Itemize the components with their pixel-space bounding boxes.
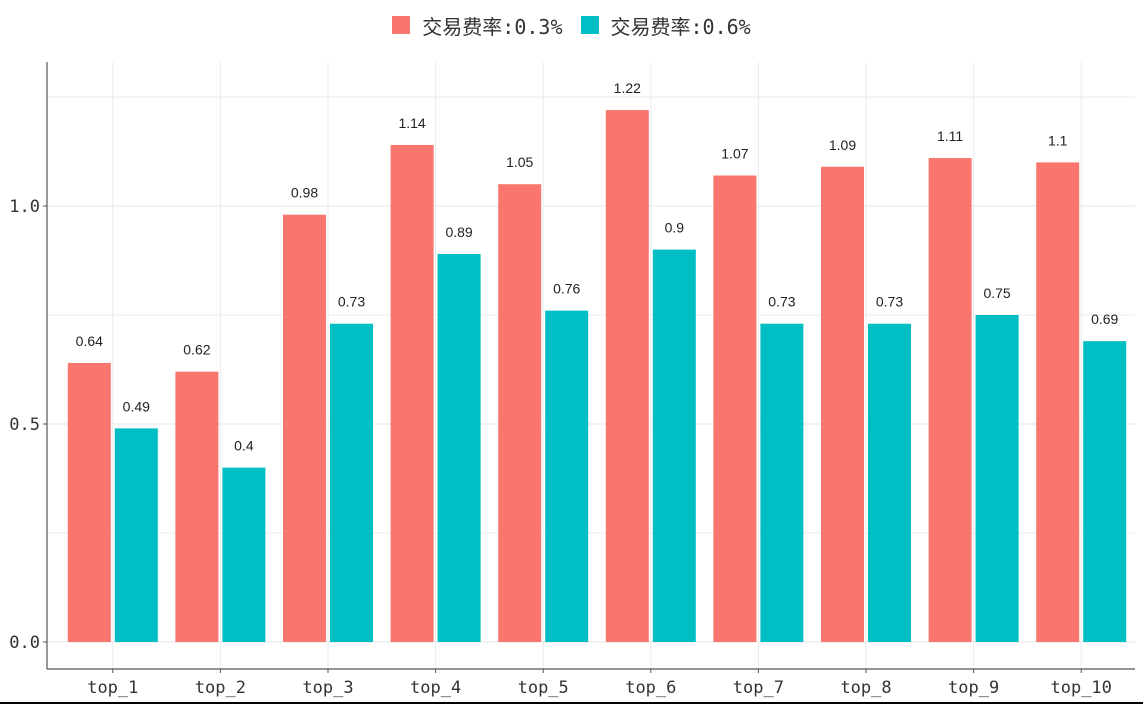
data-label-top_3-series-1: 0.98 xyxy=(291,185,318,201)
bar-top_6-series-1 xyxy=(605,110,649,642)
data-label-top_10-series-1: 1.1 xyxy=(1048,132,1068,148)
data-label-top_2-series-1: 0.62 xyxy=(183,342,210,358)
legend: 交易费率:0.3% 交易费率:0.6% xyxy=(0,8,1143,42)
data-label-top_4-series-1: 1.14 xyxy=(398,115,425,131)
x-tick-label-top_4: top_4 xyxy=(410,678,461,698)
x-tick-label-top_10: top_10 xyxy=(1050,678,1111,698)
data-label-top_8-series-2: 0.73 xyxy=(876,294,903,310)
data-label-top_6-series-1: 1.22 xyxy=(614,80,641,96)
x-tick-label-top_1: top_1 xyxy=(87,678,138,698)
data-label-top_6-series-2: 0.9 xyxy=(665,220,685,236)
bar-top_9-series-1 xyxy=(928,158,972,643)
data-label-top_1-series-2: 0.49 xyxy=(123,398,150,414)
legend-item-series-1: 交易费率:0.3% xyxy=(392,11,563,40)
x-tick-label-top_5: top_5 xyxy=(518,678,569,698)
bar-top_8-series-2 xyxy=(868,323,911,642)
y-tick-label: 0.0 xyxy=(9,633,40,653)
x-tick-label-top_9: top_9 xyxy=(948,678,999,698)
data-label-top_7-series-1: 1.07 xyxy=(721,145,748,161)
bar-top_1-series-1 xyxy=(67,362,111,642)
y-tick-label: 1.0 xyxy=(9,197,40,217)
data-label-top_9-series-1: 1.11 xyxy=(937,128,963,144)
x-tick-label-top_3: top_3 xyxy=(302,678,353,698)
bar-top_9-series-2 xyxy=(975,315,1019,642)
data-label-top_3-series-2: 0.73 xyxy=(338,294,365,310)
bar-top_7-series-1 xyxy=(713,175,757,643)
bar-top_3-series-1 xyxy=(283,214,326,642)
x-tick-label-top_6: top_6 xyxy=(625,678,676,698)
data-label-top_4-series-2: 0.89 xyxy=(445,224,472,240)
x-tick-label-top_2: top_2 xyxy=(195,678,246,698)
legend-label-series-2: 交易费率:0.6% xyxy=(610,14,751,39)
y-tick-label: 0.5 xyxy=(9,415,40,435)
legend-label-series-1: 交易费率:0.3% xyxy=(422,14,563,39)
data-label-top_7-series-2: 0.73 xyxy=(768,294,795,310)
bar-top_1-series-2 xyxy=(114,428,158,642)
x-tick-label-top_7: top_7 xyxy=(733,678,784,698)
x-tick-label-top_8: top_8 xyxy=(840,678,891,698)
data-label-top_2-series-2: 0.4 xyxy=(234,438,254,454)
bar-top_3-series-2 xyxy=(330,323,373,642)
bar-top_5-series-1 xyxy=(498,184,542,642)
bar-top_10-series-1 xyxy=(1036,162,1080,642)
bar-top_4-series-2 xyxy=(437,253,481,642)
bar-top_2-series-2 xyxy=(222,467,266,642)
data-label-top_9-series-2: 0.75 xyxy=(983,285,1010,301)
bar-top_10-series-2 xyxy=(1083,341,1127,642)
legend-swatch-series-1 xyxy=(392,16,411,34)
bar-top_5-series-2 xyxy=(545,310,589,642)
legend-item-series-2: 交易费率:0.6% xyxy=(580,11,751,40)
data-label-top_8-series-1: 1.09 xyxy=(829,137,856,153)
data-label-top_1-series-1: 0.64 xyxy=(76,333,103,349)
bar-top_6-series-2 xyxy=(652,249,696,642)
bar-top_4-series-1 xyxy=(390,144,434,642)
legend-swatch-series-2 xyxy=(580,16,599,34)
data-label-top_5-series-1: 1.05 xyxy=(506,154,533,170)
bar-top_2-series-1 xyxy=(175,371,219,642)
data-label-top_5-series-2: 0.76 xyxy=(553,281,580,297)
bar-top_8-series-1 xyxy=(821,166,864,642)
bar-top_7-series-2 xyxy=(760,323,804,642)
data-label-top_10-series-2: 0.69 xyxy=(1091,311,1118,327)
